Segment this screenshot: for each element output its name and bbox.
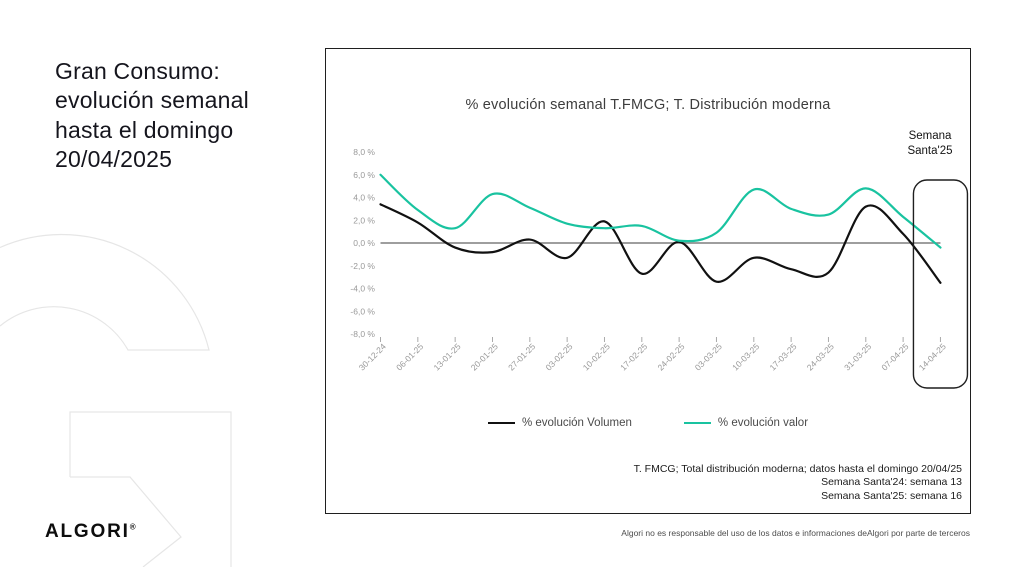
volumen-series-line bbox=[379, 203, 942, 284]
x-axis-label: 03-02-25 bbox=[543, 341, 574, 372]
x-axis-label: 17-02-25 bbox=[618, 341, 649, 372]
valor-series-line bbox=[379, 173, 942, 249]
x-axis-label: 14-04-25 bbox=[917, 341, 948, 372]
line-chart: 8,0 % 6,0 % 4,0 % 2,0 % 0,0 % -2,0 % -4,0 % -6,… bbox=[350, 147, 969, 389]
x-axis-label: 13-01-25 bbox=[431, 341, 462, 372]
y-axis-label: 0,0 % bbox=[353, 238, 375, 248]
x-axis-label: 17-03-25 bbox=[767, 341, 798, 372]
chart-panel: % evolución semanal T.FMCG; T. Distribuc… bbox=[325, 48, 971, 514]
x-axis-label: 20-01-25 bbox=[469, 341, 500, 372]
legend-item-valor: % evolución valor bbox=[683, 417, 809, 429]
x-axis-label: 06-01-25 bbox=[394, 341, 425, 372]
footnote-line-1: T. FMCG; Total distribución moderna; dat… bbox=[633, 463, 962, 475]
x-axis-label: 10-02-25 bbox=[581, 341, 612, 372]
y-axis-label: -2,0 % bbox=[350, 261, 375, 271]
registered-mark-icon: ® bbox=[129, 522, 136, 532]
x-axis-label: 27-01-25 bbox=[506, 341, 537, 372]
legend-item-volumen: % evolución Volumen bbox=[487, 417, 632, 429]
semana-santa-annotation: Semana Santa'25 bbox=[907, 130, 953, 157]
algori-logo-text: ALGORI bbox=[45, 521, 130, 542]
x-axis-label: 30-12-24 bbox=[357, 341, 388, 372]
y-axis-label: 2,0 % bbox=[353, 215, 375, 225]
x-axis-label: 31-03-25 bbox=[842, 341, 873, 372]
y-axis-label: -8,0 % bbox=[350, 329, 375, 339]
legend-label-volumen: % evolución Volumen bbox=[521, 417, 632, 429]
disclaimer: Algori no es responsable del uso de los … bbox=[621, 528, 970, 538]
slide-title: Gran Consumo: evolución semanal hasta el… bbox=[55, 58, 249, 173]
y-axis-label: 8,0 % bbox=[353, 147, 375, 157]
legend-label-valor: % evolución valor bbox=[717, 417, 809, 429]
chart-title: % evolución semanal T.FMCG; T. Distribuc… bbox=[465, 97, 831, 113]
footnote-line-3: Semana Santa'25: semana 16 bbox=[821, 489, 962, 502]
y-axis-label: 4,0 % bbox=[353, 193, 375, 203]
y-axis-label: -6,0 % bbox=[350, 306, 375, 316]
footnote-line-2: Semana Santa'24: semana 13 bbox=[821, 476, 962, 489]
x-axis-label: 24-03-25 bbox=[805, 341, 836, 372]
algori-logo: ALGORI® bbox=[45, 521, 136, 543]
y-axis-label: 6,0 % bbox=[353, 170, 375, 180]
chart-footnotes: T. FMCG; Total distribución moderna; dat… bbox=[634, 463, 962, 503]
x-axis-label: 10-03-25 bbox=[730, 341, 761, 372]
x-axis-label: 07-04-25 bbox=[879, 341, 910, 372]
x-axis-label: 03-03-25 bbox=[693, 341, 724, 372]
x-axis-label: 24-02-25 bbox=[655, 341, 686, 372]
volumen-line-swatch bbox=[487, 421, 515, 425]
y-axis-label: -4,0 % bbox=[350, 284, 375, 294]
semana-santa-highlight-box bbox=[912, 179, 969, 389]
chart-legend: % evolución Volumen % evolución valor bbox=[326, 417, 970, 429]
valor-line-swatch bbox=[683, 421, 711, 425]
